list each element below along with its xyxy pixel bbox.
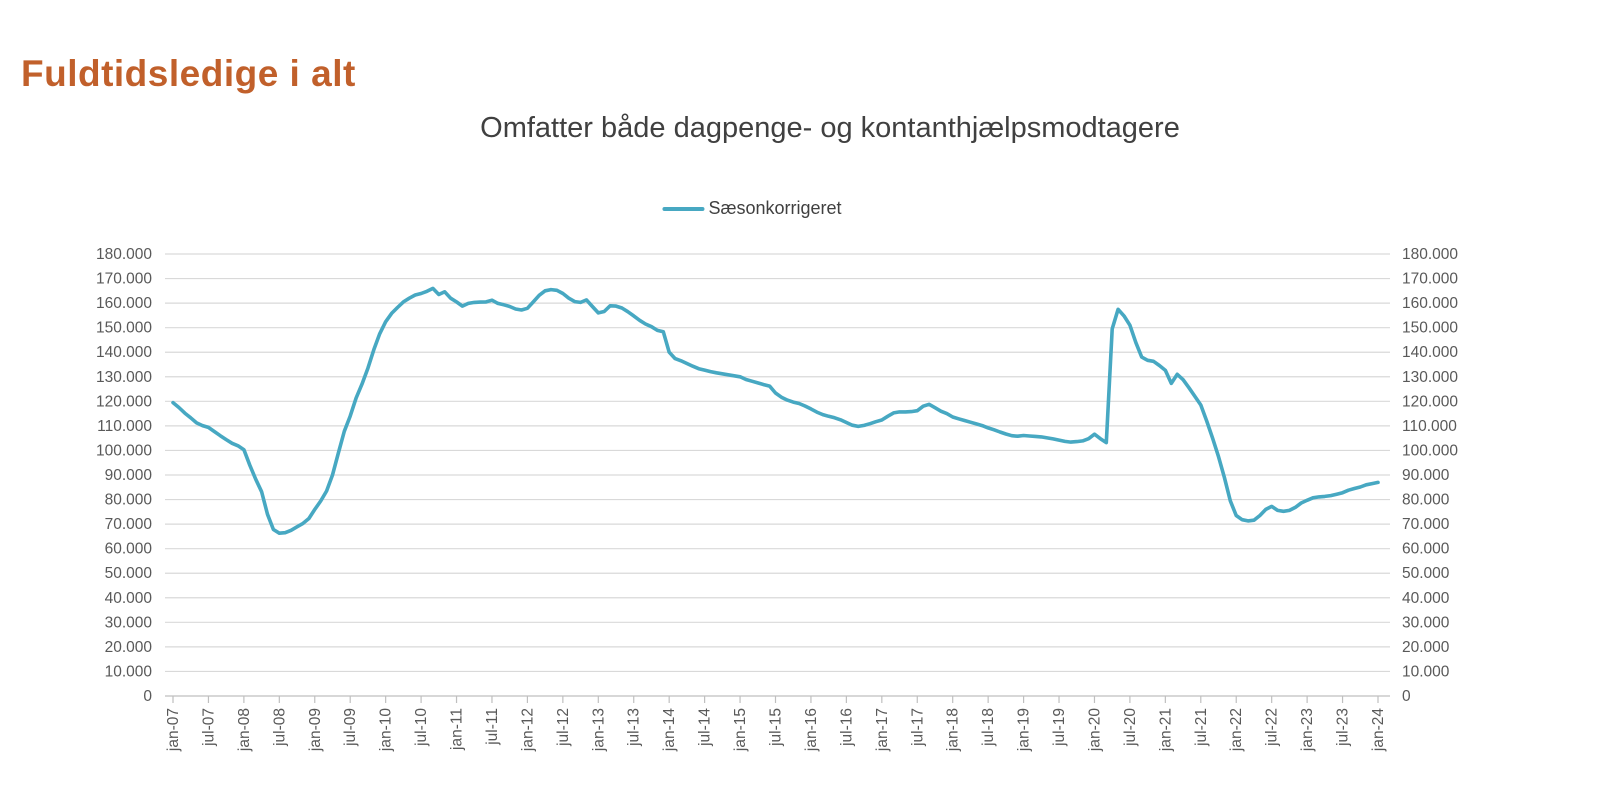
x-axis-label: jan-24 bbox=[1370, 708, 1387, 752]
x-axis-label: jan-22 bbox=[1228, 708, 1245, 752]
x-axis-label: jan-10 bbox=[378, 708, 395, 752]
y-axis-label-right: 50.000 bbox=[1402, 565, 1450, 582]
legend-line-marker bbox=[662, 206, 705, 211]
x-axis-label: jul-07 bbox=[200, 708, 217, 747]
y-axis-label-left: 140.000 bbox=[96, 344, 152, 361]
x-axis-label: jul-10 bbox=[413, 708, 430, 747]
y-axis-label-right: 30.000 bbox=[1402, 614, 1450, 631]
y-axis-label-left: 150.000 bbox=[96, 320, 152, 337]
x-axis-label: jan-16 bbox=[803, 708, 820, 752]
page-title: Fuldtidsledige i alt bbox=[21, 52, 356, 94]
x-axis-label: jan-09 bbox=[307, 708, 324, 752]
x-axis-label: jan-14 bbox=[661, 708, 678, 752]
y-axis-label-left: 110.000 bbox=[97, 418, 152, 435]
y-axis-label-left: 100.000 bbox=[96, 442, 152, 459]
x-axis-label: jul-16 bbox=[838, 708, 855, 747]
x-axis-label: jan-23 bbox=[1299, 708, 1316, 752]
y-axis-label-right: 0 bbox=[1402, 688, 1411, 705]
x-axis-label: jul-09 bbox=[342, 708, 359, 747]
y-axis-label-left: 0 bbox=[143, 688, 152, 705]
y-axis-label-left: 30.000 bbox=[105, 614, 153, 631]
x-axis-label: jan-18 bbox=[945, 708, 962, 752]
x-axis-label: jul-15 bbox=[768, 708, 785, 747]
y-axis-label-left: 170.000 bbox=[96, 271, 152, 288]
x-axis-label: jul-23 bbox=[1335, 708, 1352, 747]
x-axis-label: jan-07 bbox=[165, 708, 182, 752]
y-axis-label-left: 80.000 bbox=[105, 492, 153, 509]
y-axis-label-right: 10.000 bbox=[1402, 663, 1450, 680]
x-axis-label: jan-19 bbox=[1016, 708, 1033, 752]
legend-series-label: Sæsonkorrigeret bbox=[708, 198, 842, 218]
y-axis-label-right: 180.000 bbox=[1402, 246, 1458, 263]
x-axis-label: jan-17 bbox=[874, 708, 891, 752]
x-axis-label: jan-20 bbox=[1086, 708, 1103, 752]
y-axis-label-left: 50.000 bbox=[105, 565, 153, 582]
y-axis-label-right: 120.000 bbox=[1402, 393, 1458, 410]
x-axis-label: jul-08 bbox=[271, 708, 288, 747]
y-axis-label-left: 120.000 bbox=[96, 393, 152, 410]
y-axis-label-left: 160.000 bbox=[96, 295, 152, 312]
y-axis-label-left: 90.000 bbox=[105, 467, 153, 484]
x-axis-label: jul-22 bbox=[1264, 708, 1281, 747]
y-axis-label-right: 60.000 bbox=[1402, 541, 1450, 558]
x-axis-label: jul-14 bbox=[697, 708, 714, 747]
y-axis-label-right: 80.000 bbox=[1402, 492, 1450, 509]
y-axis-label-right: 100.000 bbox=[1402, 442, 1458, 459]
y-axis-label-left: 180.000 bbox=[96, 246, 152, 263]
x-axis-label: jul-20 bbox=[1122, 708, 1139, 747]
y-axis-label-right: 90.000 bbox=[1402, 467, 1450, 484]
x-axis-label: jul-13 bbox=[626, 708, 643, 747]
x-axis-label: jul-21 bbox=[1193, 708, 1210, 747]
x-axis-label: jan-13 bbox=[590, 708, 607, 752]
x-axis-label: jul-12 bbox=[555, 708, 572, 747]
x-axis-label: jan-11 bbox=[449, 708, 466, 751]
x-axis-label: jul-11 bbox=[484, 708, 501, 746]
x-axis-label: jul-17 bbox=[909, 708, 926, 747]
y-axis-label-right: 130.000 bbox=[1402, 369, 1458, 386]
chart-legend: Sæsonkorrigeret bbox=[662, 198, 842, 219]
y-axis-label-right: 150.000 bbox=[1402, 320, 1458, 337]
chart-title: Omfatter både dagpenge- og kontanthjælps… bbox=[480, 112, 1180, 144]
y-axis-label-left: 40.000 bbox=[105, 590, 153, 607]
y-axis-label-left: 130.000 bbox=[96, 369, 152, 386]
y-axis-label-right: 110.000 bbox=[1402, 418, 1457, 435]
y-axis-label-left: 70.000 bbox=[105, 516, 153, 533]
y-axis-label-right: 70.000 bbox=[1402, 516, 1450, 533]
y-axis-label-right: 140.000 bbox=[1402, 344, 1458, 361]
x-axis-label: jan-12 bbox=[519, 708, 536, 752]
y-axis-label-right: 160.000 bbox=[1402, 295, 1458, 312]
series-line-saesonkorrigeret bbox=[171, 286, 1380, 536]
y-axis-label-right: 40.000 bbox=[1402, 590, 1450, 607]
x-axis-label: jul-18 bbox=[980, 708, 997, 747]
y-axis-label-left: 60.000 bbox=[105, 541, 153, 558]
y-axis-label-left: 20.000 bbox=[105, 639, 153, 656]
x-axis-label: jan-15 bbox=[732, 708, 749, 752]
x-axis-label: jan-08 bbox=[236, 708, 253, 752]
y-axis-label-left: 10.000 bbox=[105, 663, 153, 680]
y-axis-label-right: 170.000 bbox=[1402, 271, 1458, 288]
y-axis-label-right: 20.000 bbox=[1402, 639, 1450, 656]
x-axis-label: jan-21 bbox=[1157, 708, 1174, 752]
x-axis-label: jul-19 bbox=[1051, 708, 1068, 747]
